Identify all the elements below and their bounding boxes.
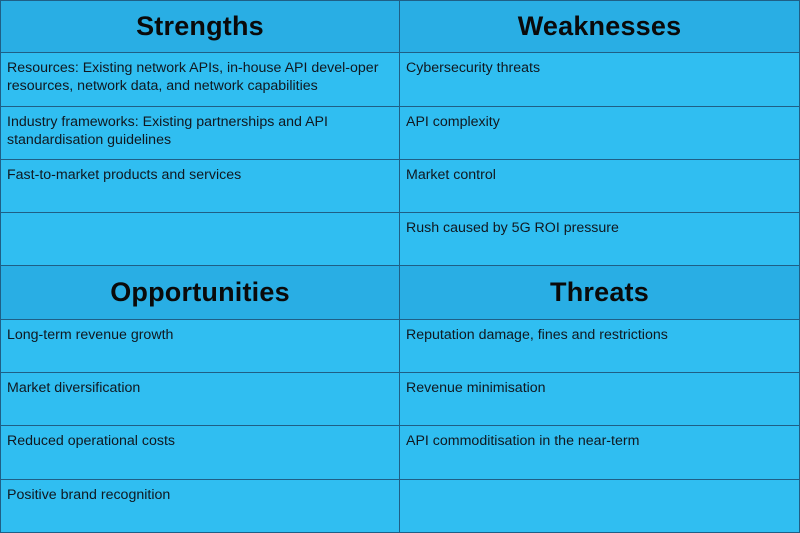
opportunities-item: Long-term revenue growth [0, 319, 400, 374]
strengths-item: Resources: Existing network APIs, in-hou… [0, 53, 400, 107]
threats-item: Revenue minimisation [400, 373, 800, 427]
opportunities-item: Market diversification [0, 373, 400, 427]
weaknesses-item: Cybersecurity threats [400, 53, 800, 107]
threats-header: Threats [400, 266, 800, 320]
opportunities-item: Positive brand recognition [0, 479, 400, 533]
strengths-header: Strengths [0, 0, 400, 54]
opportunities-header: Opportunities [0, 266, 400, 320]
weaknesses-item: Market control [400, 159, 800, 214]
threats-item [400, 479, 800, 533]
strengths-item [0, 213, 400, 267]
strengths-item: Industry frameworks: Existing partnershi… [0, 106, 400, 160]
weaknesses-header: Weaknesses [400, 0, 800, 54]
weaknesses-item: Rush caused by 5G ROI pressure [400, 213, 800, 267]
strengths-item: Fast-to-market products and services [0, 159, 400, 214]
threats-item: API commoditisation in the near-term [400, 426, 800, 480]
threats-item: Reputation damage, fines and restriction… [400, 319, 800, 374]
weaknesses-item: API complexity [400, 106, 800, 160]
opportunities-item: Reduced operational costs [0, 426, 400, 480]
